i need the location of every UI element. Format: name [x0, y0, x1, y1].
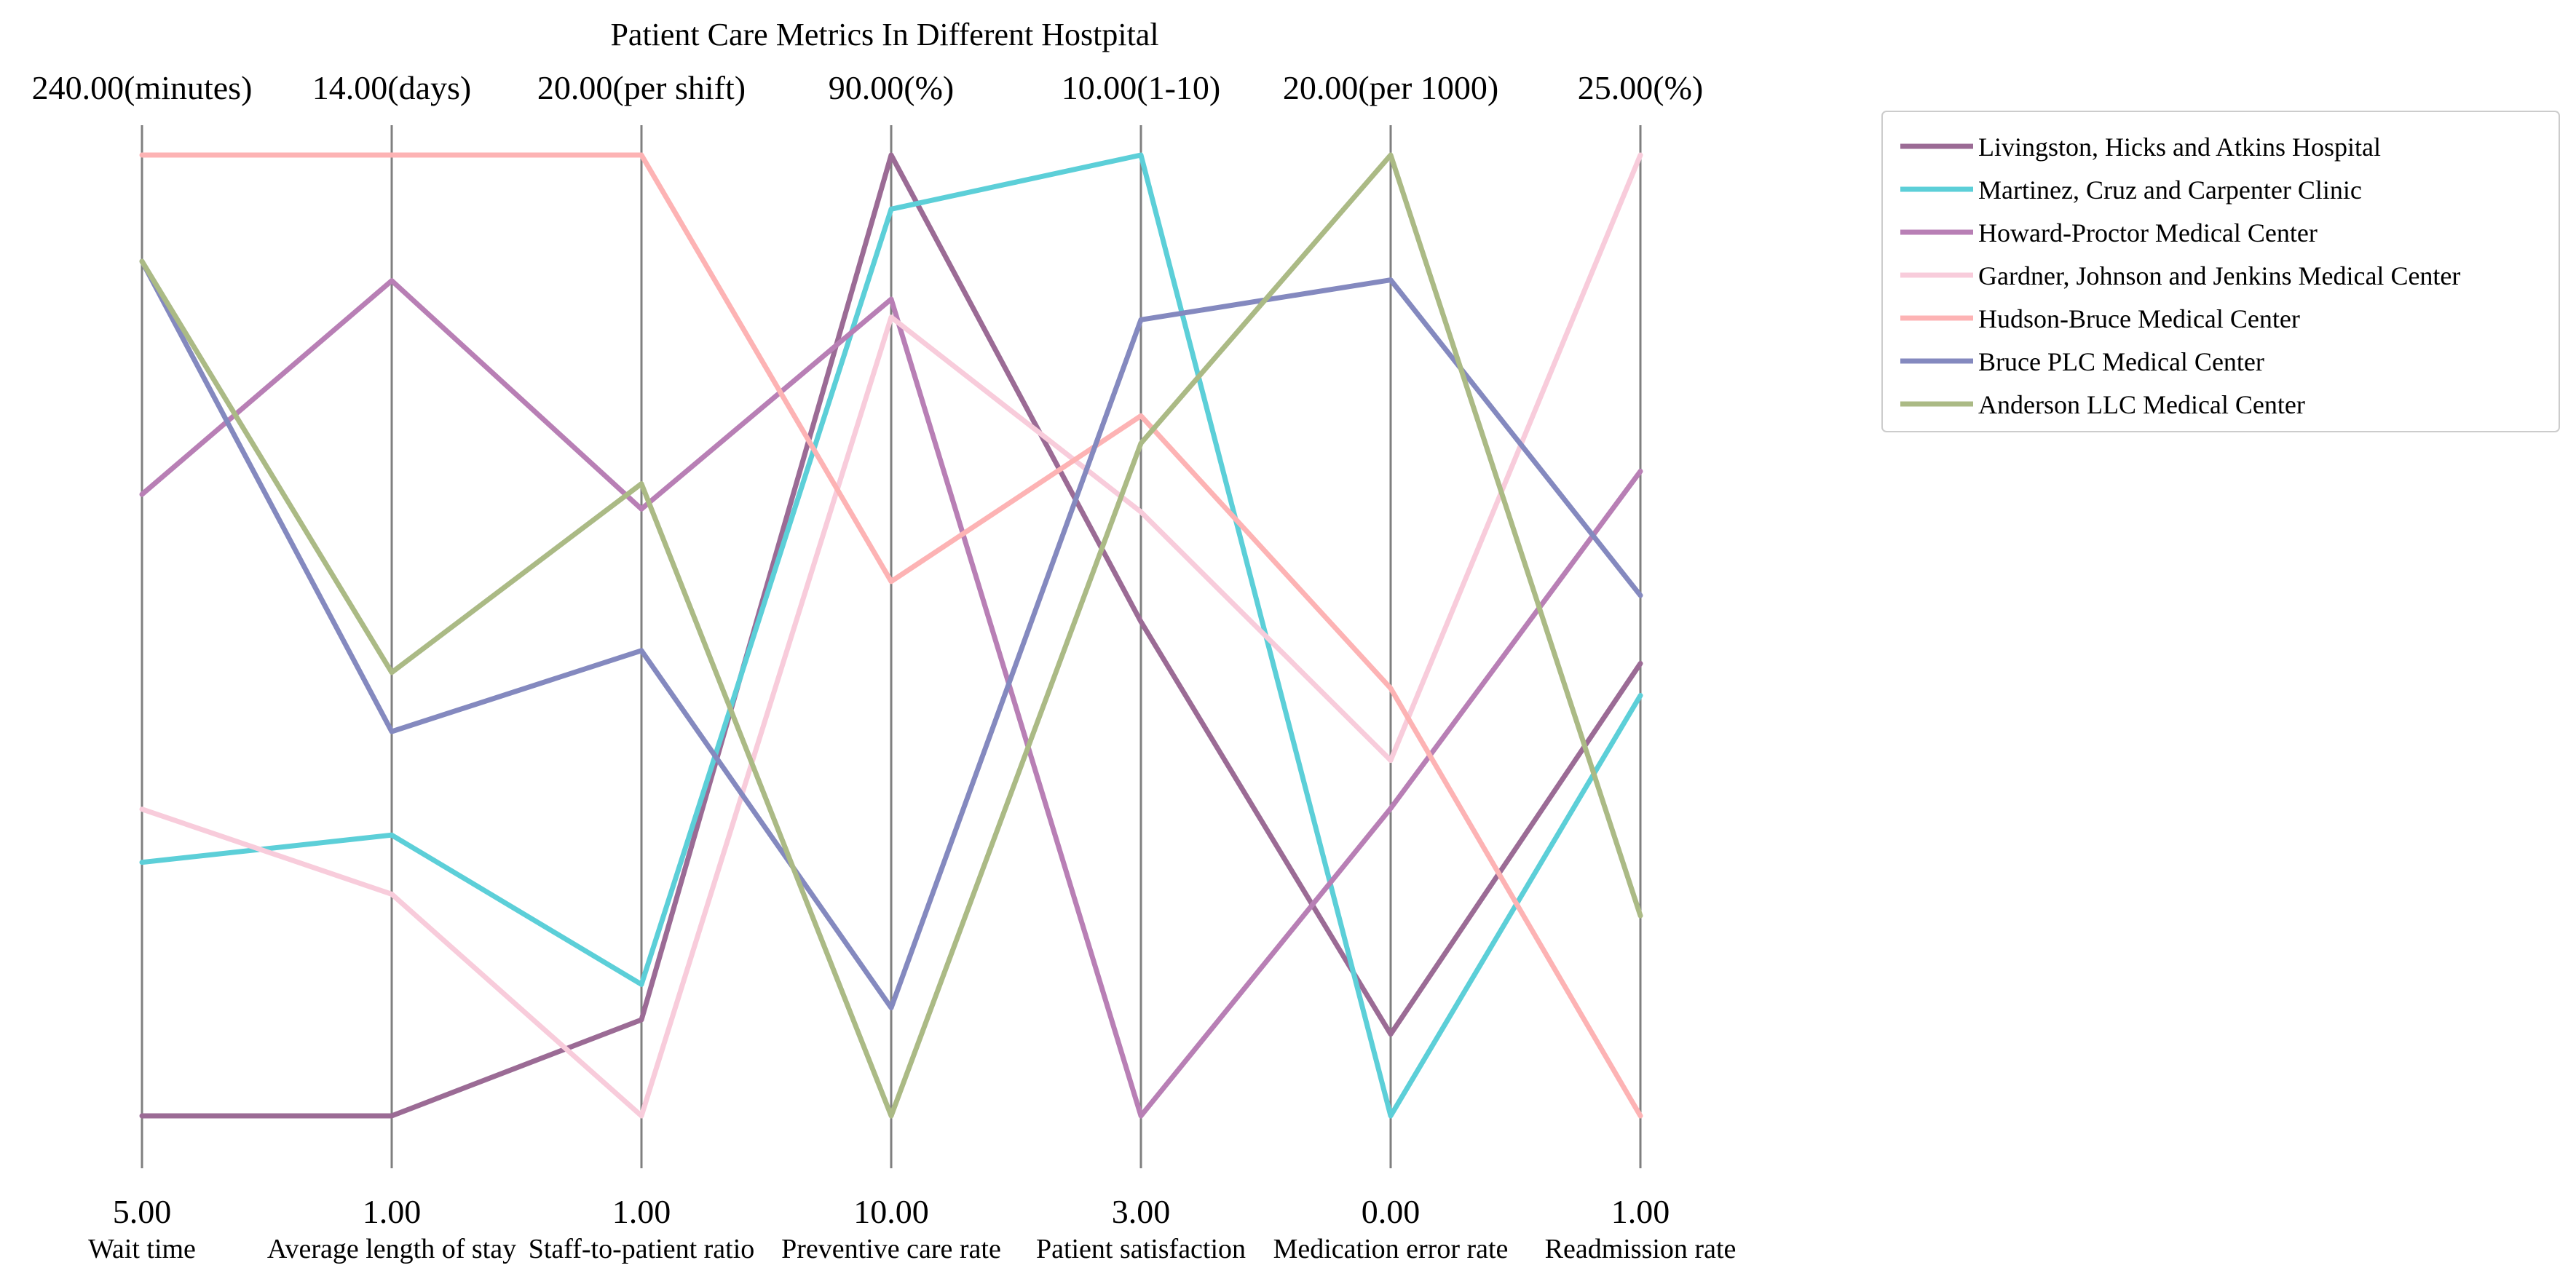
series-line-anderson-llc-medical-center	[139, 152, 1643, 1119]
axis-max-label-average-length-of-stay: 14.00(days)	[312, 69, 471, 106]
axis-min-label-patient-satisfaction: 3.00	[1112, 1193, 1171, 1230]
axis-min-label-medication-error-rate: 0.00	[1362, 1193, 1421, 1230]
legend-label-hudson-bruce-medical-center: Hudson-Bruce Medical Center	[1978, 304, 2300, 333]
axis-name-preventive-care-rate: Preventive care rate	[781, 1234, 1001, 1264]
axes-group: 240.00(minutes) 5.00 Wait time 14.00(days) 1…	[32, 69, 1737, 1264]
axis-min-label-preventive-care-rate: 10.00	[853, 1193, 929, 1230]
axis-min-label-staff-to-patient-ratio: 1.00	[612, 1193, 671, 1230]
legend-label-martinez-cruz-and-carpenter-clinic: Martinez, Cruz and Carpenter Clinic	[1978, 175, 2362, 205]
series-group	[139, 152, 1643, 1119]
legend-frame	[1881, 111, 2560, 432]
legend-label-howard-proctor-medical-center: Howard-Proctor Medical Center	[1978, 218, 2318, 247]
series-line-hudson-bruce-medical-center	[139, 152, 1643, 1119]
axis-max-label-readmission-rate: 25.00(%)	[1578, 69, 1703, 106]
axis-name-readmission-rate: Readmission rate	[1545, 1234, 1737, 1264]
axis-name-patient-satisfaction: Patient satisfaction	[1036, 1234, 1246, 1264]
legend-label-livingston-hicks-and-atkins-hospital: Livingston, Hicks and Atkins Hospital	[1978, 132, 2381, 162]
legend-label-anderson-llc-medical-center: Anderson LLC Medical Center	[1978, 390, 2305, 419]
axis-name-wait-time: Wait time	[88, 1234, 196, 1264]
axis-name-medication-error-rate: Medication error rate	[1273, 1234, 1509, 1264]
axis-name-staff-to-patient-ratio: Staff-to-patient ratio	[529, 1234, 755, 1264]
series-line-bruce-plc-medical-center	[139, 258, 1643, 1010]
axis-min-label-wait-time: 5.00	[113, 1193, 172, 1230]
series-line-howard-proctor-medical-center	[139, 278, 1643, 1119]
axis-name-average-length-of-stay: Average length of stay	[267, 1234, 516, 1264]
axis-max-label-wait-time: 240.00(minutes)	[32, 69, 253, 106]
chart-title: Patient Care Metrics In Different Hostpi…	[610, 17, 1158, 52]
axis-max-label-preventive-care-rate: 90.00(%)	[829, 69, 954, 106]
legend-label-bruce-plc-medical-center: Bruce PLC Medical Center	[1978, 347, 2264, 376]
axis-max-label-staff-to-patient-ratio: 20.00(per shift)	[537, 69, 746, 106]
legend: Livingston, Hicks and Atkins Hospital Mar…	[1881, 111, 2560, 432]
series-line-martinez-cruz-and-carpenter-clinic	[139, 152, 1643, 1119]
axis-min-label-readmission-rate: 1.00	[1611, 1193, 1670, 1230]
axis-min-label-average-length-of-stay: 1.00	[363, 1193, 422, 1230]
axis-max-label-medication-error-rate: 20.00(per 1000)	[1283, 69, 1498, 106]
series-line-gardner-johnson-and-jenkins-medical-center	[139, 152, 1643, 1119]
legend-label-gardner-johnson-and-jenkins-medical-center: Gardner, Johnson and Jenkins Medical Cen…	[1978, 261, 2460, 290]
series-line-livingston-hicks-and-atkins-hospital	[139, 152, 1643, 1119]
axis-max-label-patient-satisfaction: 10.00(1-10)	[1062, 69, 1220, 106]
